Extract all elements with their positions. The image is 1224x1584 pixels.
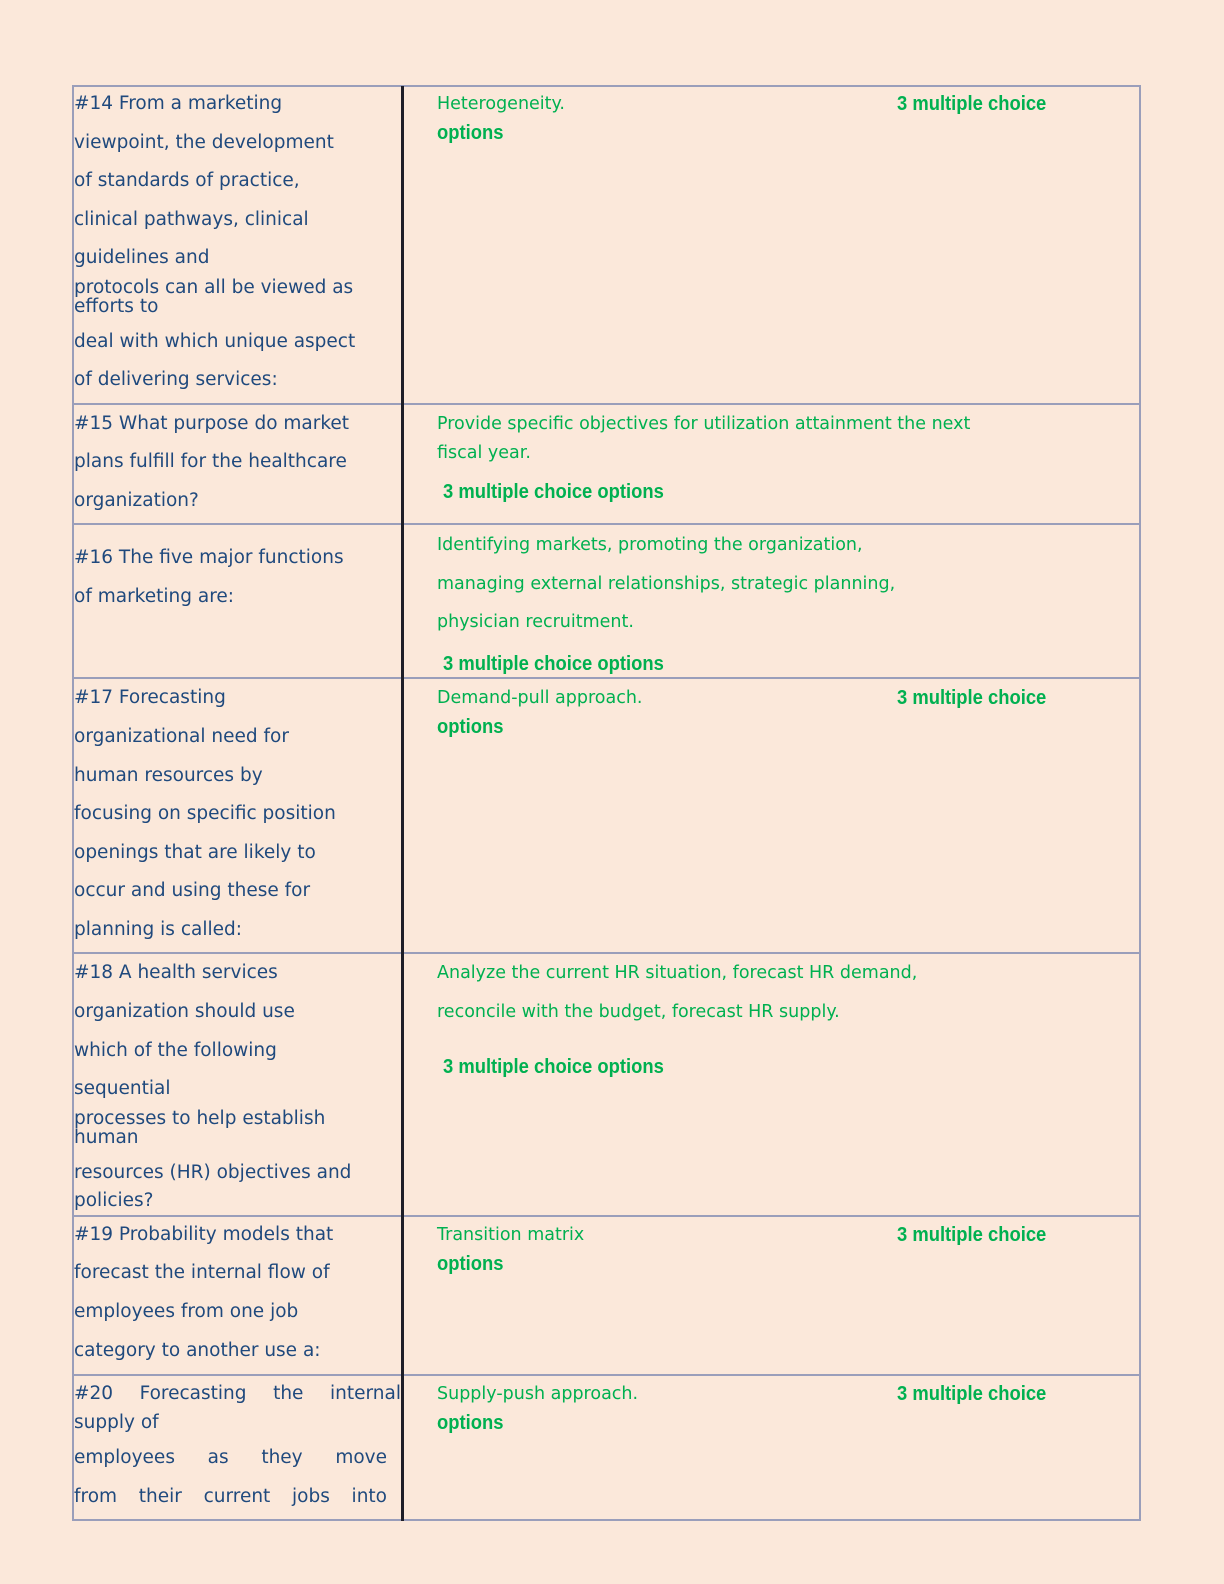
question-line: employees as they move [74, 1447, 387, 1468]
question-line: of marketing are: [74, 586, 235, 607]
question-line: deal with which unique aspect [74, 331, 356, 352]
answer-line: physician recruitment. [437, 612, 634, 632]
column-divider [401, 86, 404, 1521]
answer-line: Transition matrix [437, 1225, 585, 1245]
question-line: employees from one job [74, 1301, 299, 1322]
answer-line: fiscal year. [437, 443, 531, 463]
question-line: of delivering services: [74, 369, 278, 390]
answer-line: Identifying markets, promoting the organ… [437, 535, 863, 555]
question-line: occur and using these for [74, 880, 311, 901]
question-line: focusing on specific position [74, 803, 336, 824]
mc-label: 3 multiple choice [897, 687, 1047, 709]
answer-line: reconcile with the budget, forecast HR s… [437, 1002, 840, 1022]
question-line: plans fulfill for the healthcare [74, 451, 347, 472]
answer-line: Analyze the current HR situation, foreca… [437, 963, 918, 983]
question-line: #16 The five major functions [74, 547, 344, 568]
mc-label: options [437, 1412, 504, 1434]
question-line: clinical pathways, clinical [74, 209, 309, 230]
mc-label: 3 multiple choice options [443, 653, 664, 675]
question-line: organization should use [74, 1001, 295, 1022]
question-line: guidelines and [74, 247, 210, 268]
answer-line: Provide specific objectives for utilizat… [437, 414, 971, 434]
mc-label: 3 multiple choice [897, 1224, 1047, 1246]
mc-label: 3 multiple choice options [443, 481, 664, 503]
answer-line: Heterogeneity. [437, 94, 565, 114]
question-line: openings that are likely to [74, 842, 316, 863]
question-line: #19 Probability models that [74, 1224, 334, 1245]
question-line: forecast the internal flow of [74, 1262, 330, 1283]
question-line: which of the following [74, 1040, 277, 1061]
row-divider [72, 1374, 1141, 1376]
answer-line: Demand-pull approach. [437, 688, 643, 708]
question-line: category to another use a: [74, 1340, 321, 1361]
question-line: policies? [74, 1190, 154, 1211]
answer-line: Supply-push approach. [437, 1384, 639, 1404]
row-divider [72, 677, 1141, 679]
mc-label: options [437, 122, 504, 144]
question-line: from their current jobs into [74, 1486, 387, 1507]
row-divider [72, 403, 1141, 405]
question-line: #17 Forecasting [74, 687, 226, 708]
question-line: processes to help establish [74, 1108, 326, 1129]
question-line: sequential [74, 1078, 171, 1099]
mc-label: options [437, 716, 504, 738]
question-line: #20 Forecasting the internal [74, 1383, 401, 1404]
row-divider [72, 523, 1141, 525]
mc-label: 3 multiple choice options [443, 1056, 664, 1078]
mc-label: 3 multiple choice [897, 93, 1047, 115]
mc-label: 3 multiple choice [897, 1383, 1047, 1405]
question-table [72, 85, 1141, 1521]
question-line: #14 From a marketing [74, 93, 283, 114]
question-line: human [74, 1127, 139, 1148]
question-line: organizational need for [74, 726, 289, 747]
question-line: protocols can all be viewed as [74, 277, 354, 298]
question-line: #15 What purpose do market [74, 413, 350, 434]
row-divider [72, 1215, 1141, 1217]
question-line: supply of [74, 1412, 159, 1433]
mc-label: options [437, 1253, 504, 1275]
row-divider [72, 952, 1141, 954]
question-line: planning is called: [74, 919, 242, 940]
question-line: human resources by [74, 765, 263, 786]
question-line: organization? [74, 490, 199, 511]
question-line: viewpoint, the development [74, 132, 334, 153]
question-line: resources (HR) objectives and [74, 1162, 352, 1183]
question-line: efforts to [74, 296, 159, 317]
question-line: of standards of practice, [74, 170, 300, 191]
answer-line: managing external relationships, strateg… [437, 574, 896, 594]
question-line: #18 A health services [74, 962, 278, 983]
